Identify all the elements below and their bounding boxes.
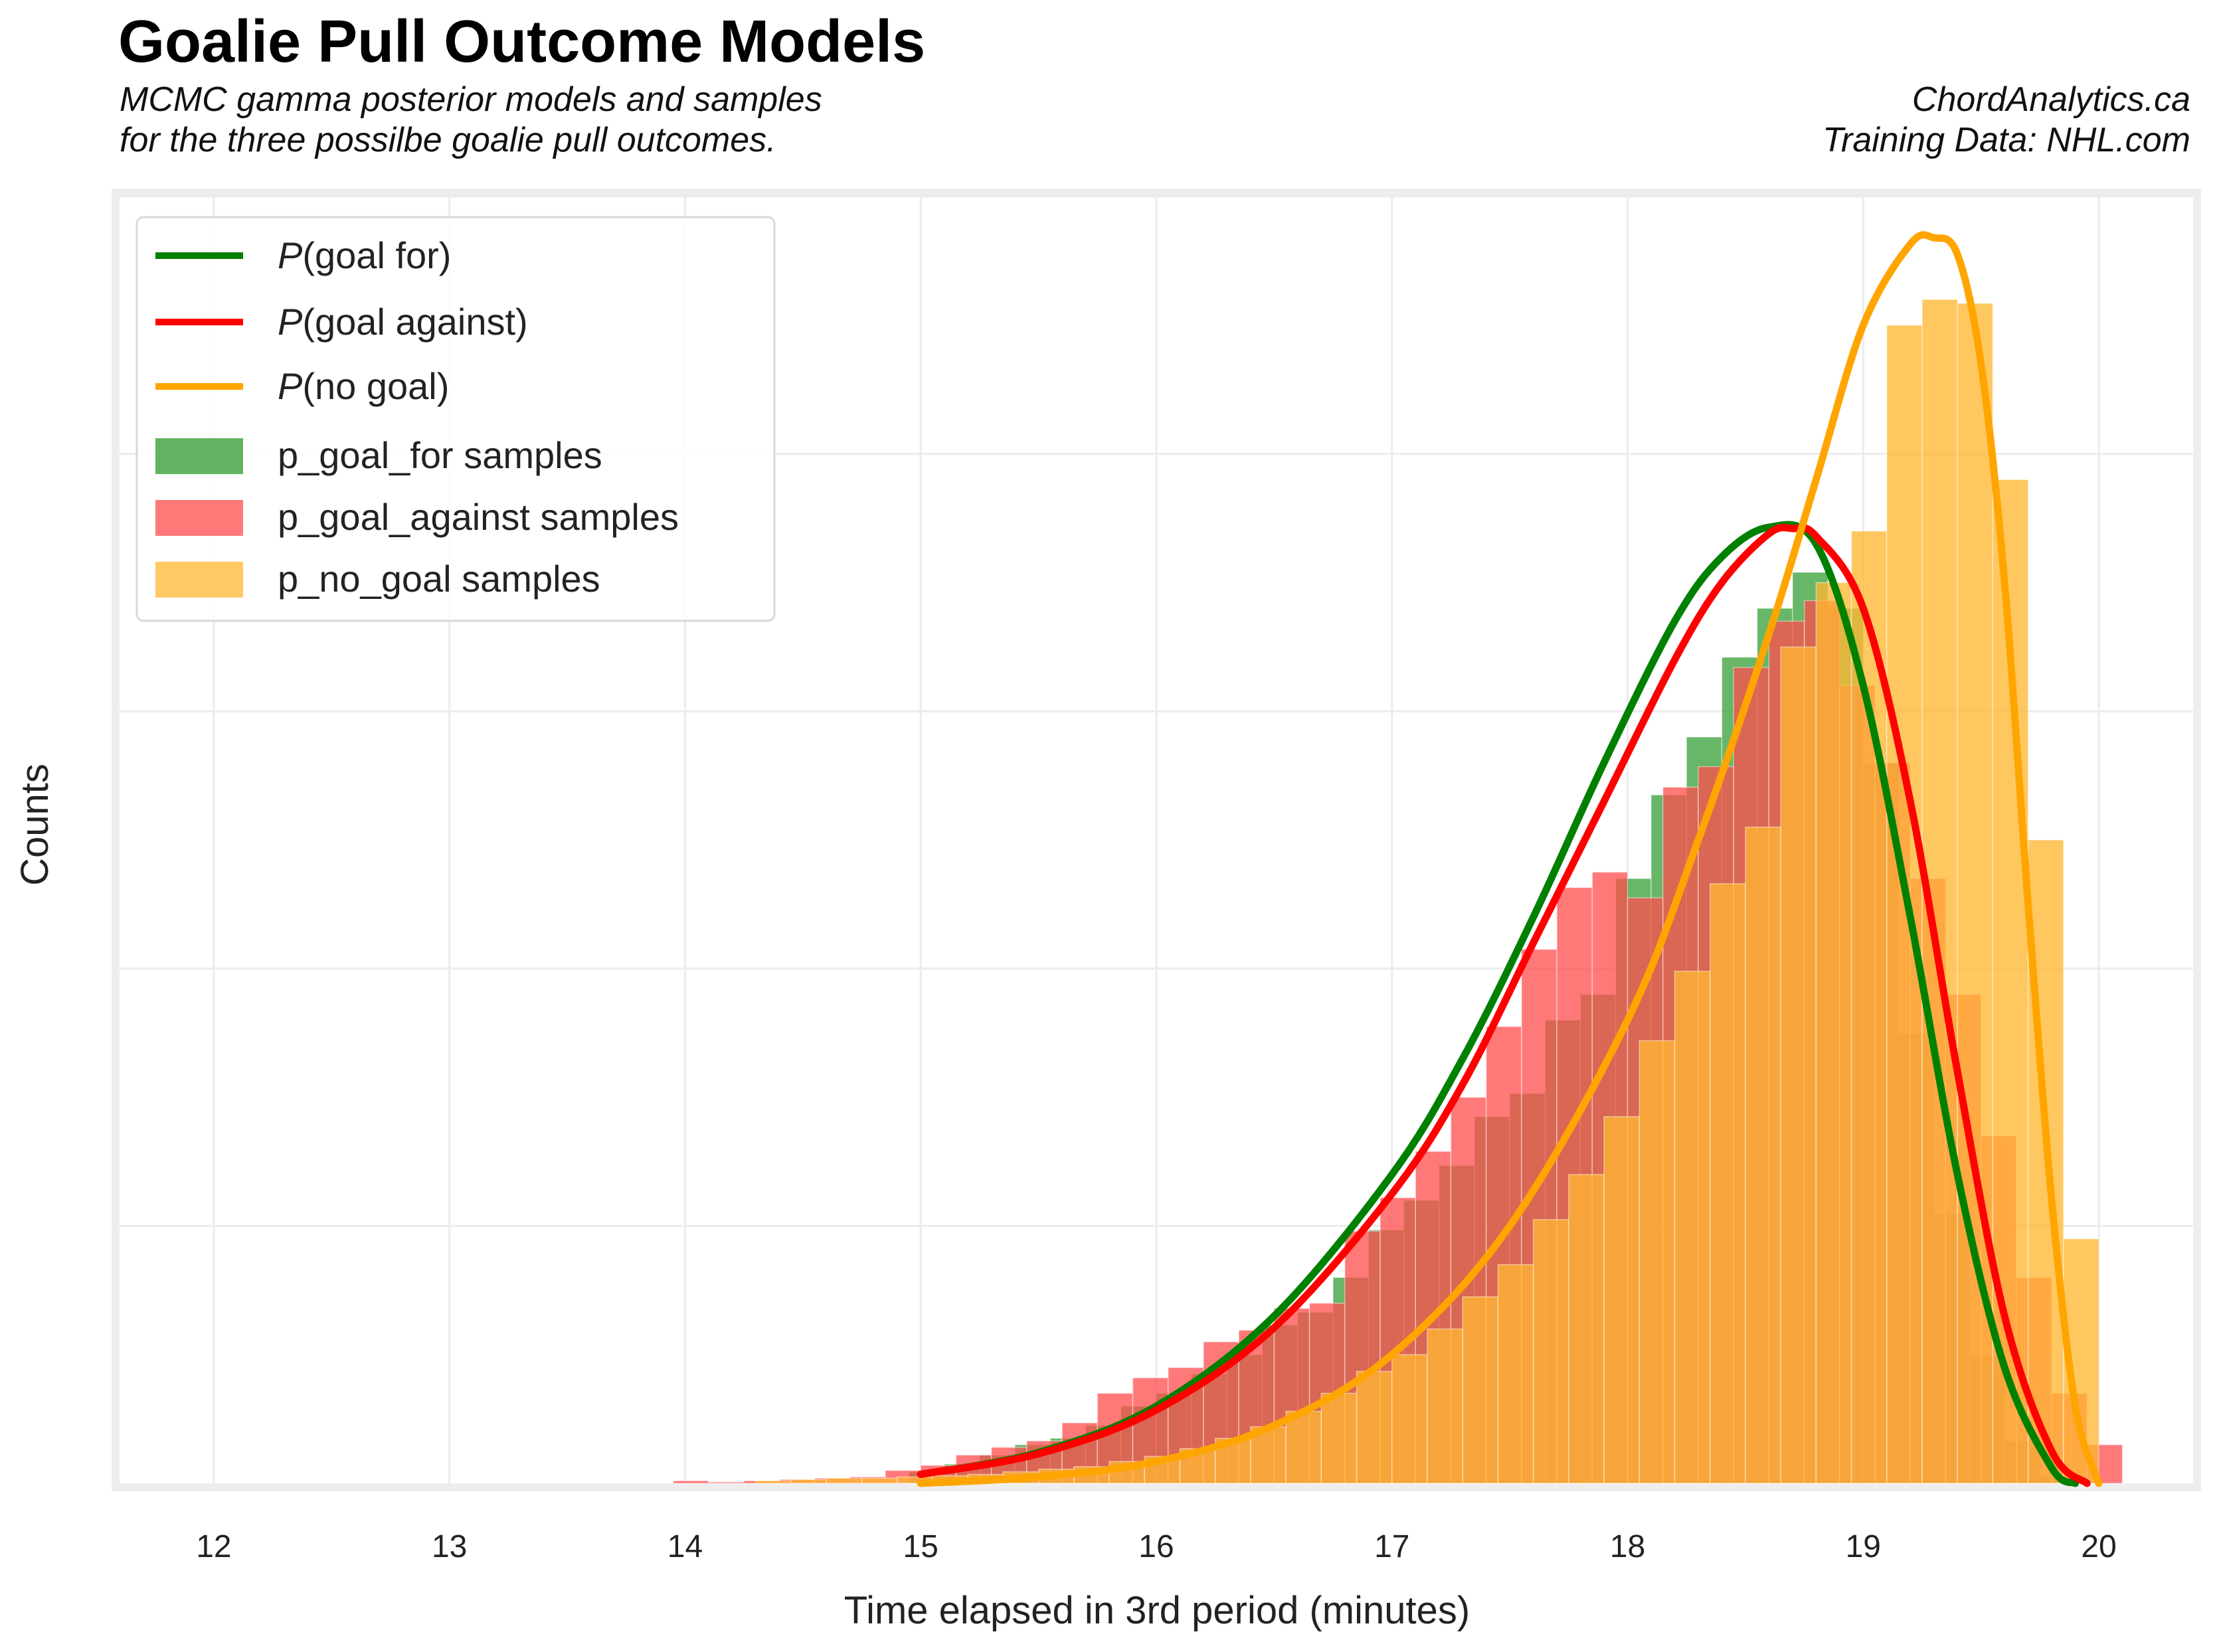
legend-label: P(goal for) — [278, 234, 451, 276]
hist-bar-p-no-goal-samples — [1603, 1115, 1640, 1484]
credit-line-1: ChordAnalytics.ca — [1911, 80, 2190, 119]
legend: P(goal for) P(goal against) P(no goal) p_go… — [135, 216, 776, 622]
curve-goal-against — [917, 524, 2091, 1487]
hist-bar-p-no-goal-samples — [790, 1479, 828, 1484]
hist-bar-p-no-goal-samples — [1497, 1264, 1534, 1484]
subtitle-line-2: for the three possilbe goalie pull outco… — [120, 120, 776, 159]
hist-bar-p-no-goal-samples — [1850, 531, 1888, 1484]
x-tick-label: 12 — [196, 1529, 231, 1564]
hist-bar-p-no-goal-samples — [1709, 883, 1746, 1484]
y-axis-label: Counts — [13, 764, 56, 886]
hist-bar-p-no-goal-samples — [1391, 1354, 1428, 1484]
hist-bar-p-no-goal-samples — [1815, 582, 1852, 1484]
hist-bar-p-no-goal-samples — [1532, 1218, 1569, 1484]
legend-patch-swatch — [155, 500, 243, 536]
legend-label: p_goal_against samples — [278, 496, 679, 538]
hist-bar-p-no-goal-samples — [1356, 1370, 1393, 1484]
hist-bar-p-no-goal-samples — [1427, 1328, 1463, 1484]
x-tick-labels: 12 13 14 15 16 17 18 19 20 — [196, 1529, 2117, 1564]
hist-bar-p-no-goal-samples — [1745, 826, 1781, 1484]
chart-subtitle: MCMC gamma posterior models and samples … — [120, 80, 822, 161]
x-tick-label: 16 — [1138, 1529, 1174, 1564]
credit-line-2: Training Data: NHL.com — [1822, 120, 2190, 159]
x-tick-label: 13 — [432, 1529, 467, 1564]
x-tick-label: 19 — [1846, 1529, 1881, 1564]
legend-label: p_goal_for samples — [278, 434, 602, 476]
legend-box — [135, 216, 776, 622]
hist-bar-p-no-goal-samples — [1957, 303, 1994, 1484]
curve-no-goal — [917, 231, 2103, 1487]
hist-bar-p-no-goal-samples — [861, 1477, 898, 1484]
hist-bar-p-no-goal-samples — [1320, 1392, 1358, 1484]
x-tick-label: 20 — [2081, 1529, 2116, 1564]
chart-credit: ChordAnalytics.ca Training Data: NHL.com — [1822, 80, 2190, 161]
pdf-curves — [917, 231, 2103, 1487]
legend-label: P(no goal) — [278, 365, 449, 407]
hist-bar-p-no-goal-samples — [1462, 1296, 1499, 1484]
x-tick-label: 17 — [1374, 1529, 1409, 1564]
hist-bar-p-no-goal-samples — [1674, 970, 1711, 1484]
hist-bar-p-no-goal-samples — [826, 1477, 863, 1484]
legend-patch-swatch — [155, 562, 243, 598]
hist-bar-p-goal-against-samples — [708, 1481, 745, 1484]
hist-bar-p-no-goal-samples — [1568, 1174, 1605, 1484]
curve-goal-for — [917, 521, 2080, 1487]
subtitle-line-1: MCMC gamma posterior models and samples — [120, 80, 822, 119]
legend-label: P(goal against) — [278, 301, 528, 343]
histogram-bars — [672, 299, 2123, 1484]
chart-title: Goalie Pull Outcome Models — [118, 9, 926, 75]
hist-bar-p-no-goal-samples — [1285, 1410, 1322, 1484]
x-tick-label: 14 — [667, 1529, 703, 1564]
hist-bar-p-goal-against-samples — [672, 1480, 709, 1484]
legend-patch-swatch — [155, 438, 243, 474]
hist-bar-p-no-goal-samples — [1639, 1040, 1676, 1484]
x-tick-label: 18 — [1610, 1529, 1645, 1564]
hist-bar-p-no-goal-samples — [1780, 646, 1817, 1484]
x-tick-label: 15 — [903, 1529, 938, 1564]
hist-bar-p-no-goal-samples — [755, 1480, 792, 1484]
x-axis-label: Time elapsed in 3rd period (minutes) — [844, 1589, 1470, 1632]
legend-label: p_no_goal samples — [278, 558, 600, 600]
